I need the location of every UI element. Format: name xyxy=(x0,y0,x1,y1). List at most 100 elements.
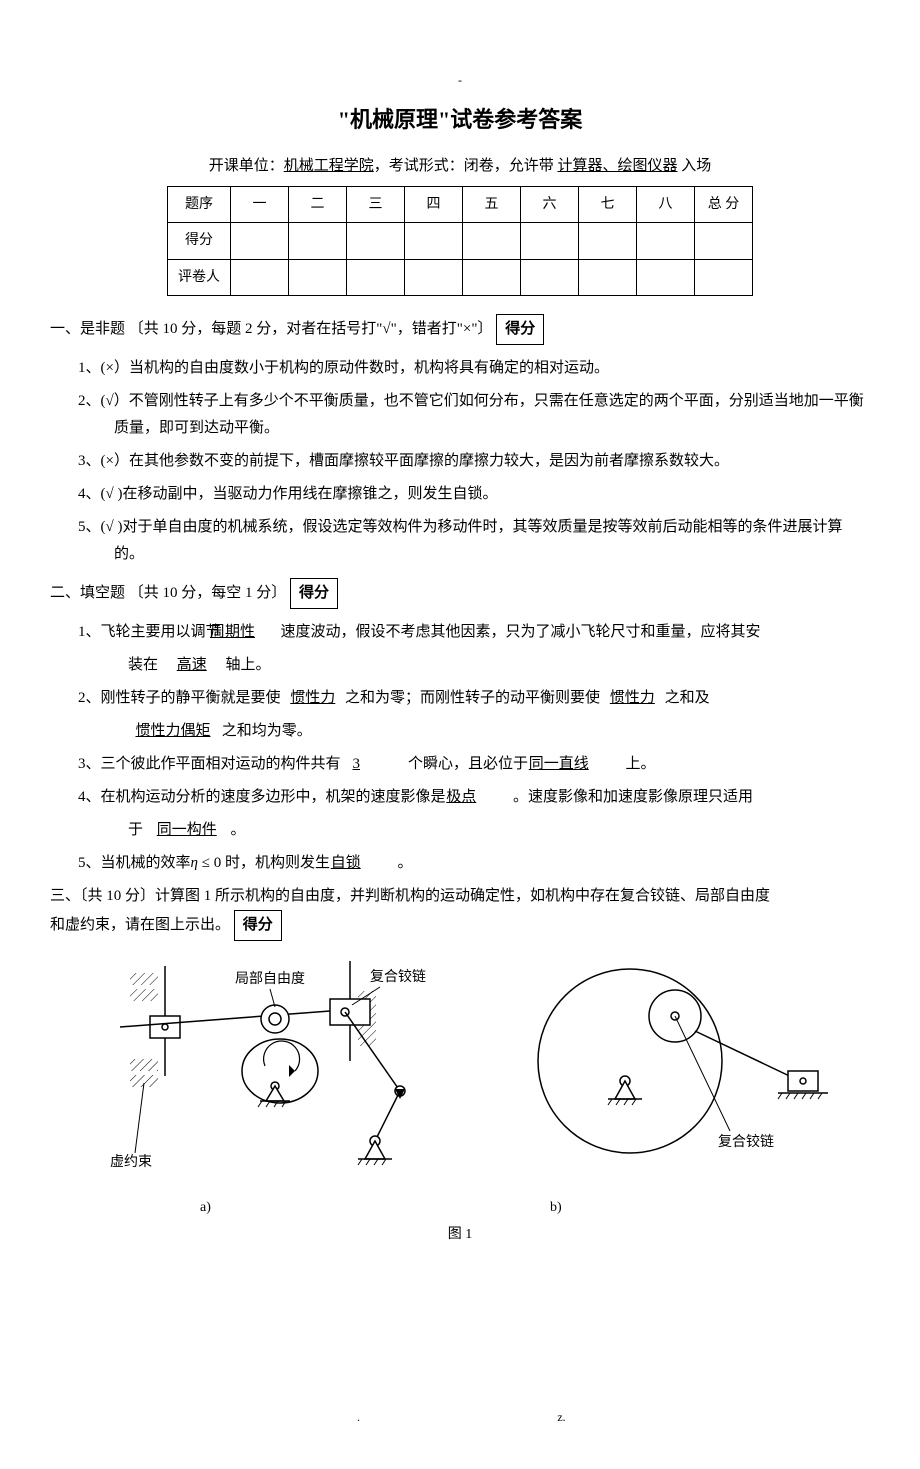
cell xyxy=(289,223,347,259)
cell: 二 xyxy=(289,187,347,223)
q2-5-a1: 自锁 xyxy=(334,850,394,877)
q2-1-end: 轴上。 xyxy=(222,657,271,673)
section3: 三、〔共 10 分〕计算图 1 所示机构的自由度，并判断机构的运动确定性，如机构… xyxy=(50,883,870,941)
mechanism-b-svg: 复合铰链 xyxy=(500,961,840,1191)
cell xyxy=(347,223,405,259)
q2-4-cont: 于 同一构件 。 xyxy=(128,817,870,844)
table-row: 得分 xyxy=(168,223,753,259)
q2-5-le: ≤ 0 时，机构则发生 xyxy=(198,855,334,871)
q2-3-end: 上。 xyxy=(622,756,656,772)
qnum: 5、(√ ) xyxy=(78,519,122,535)
q2-4-a2: 同一构件 xyxy=(147,817,227,844)
cell xyxy=(463,259,521,295)
q2-2-pre: 2、刚性转子的静平衡就是要使 xyxy=(78,690,284,706)
q1-3: 3、(×）在其他参数不变的前提下，槽面摩擦较平面摩擦的摩擦力较大，是因为前者摩擦… xyxy=(78,448,870,475)
cell xyxy=(521,259,579,295)
cell xyxy=(579,223,637,259)
cell xyxy=(521,223,579,259)
q2-4: 4、在机构运动分析的速度多边形中，机架的速度影像是 极点 。速度影像和加速度影像… xyxy=(78,784,870,811)
q2-2-a2: 惯性力 xyxy=(604,690,661,706)
q2-3-pre: 3、三个彼此作平面相对运动的构件共有 xyxy=(78,756,344,772)
cell: 七 xyxy=(579,187,637,223)
section1-heading: 一、是非题 〔共 10 分，每题 2 分，对者在括号打"√"，错者打"×"〕 得… xyxy=(50,314,870,345)
cell xyxy=(405,259,463,295)
q2-3-mid: 个瞬心，且必位于 xyxy=(404,756,532,772)
q1-1: 1、(×）当机构的自由度数小于机构的原动件数时，机构将具有确定的相对运动。 xyxy=(78,355,870,382)
cell-label: 得分 xyxy=(168,223,231,259)
page-footer: . z. xyxy=(50,1407,870,1429)
subtitle-end: 入场 xyxy=(678,158,712,174)
cell xyxy=(231,259,289,295)
caption-a: a) xyxy=(200,1195,440,1220)
q2-5-pre: 5、当机械的效率 xyxy=(78,855,191,871)
cell: 八 xyxy=(637,187,695,223)
q2-4-mid: 。速度影像和加速度影像原理只适用 xyxy=(509,789,753,805)
q1-5: 5、(√ )对于单自由度的机械系统，假设选定等效构件为移动件时，其等效质量是按等… xyxy=(78,514,870,568)
q2-1-pre: 1、飞轮主要用以调节 xyxy=(78,624,221,640)
footer-z: z. xyxy=(462,1407,662,1429)
qnum: 3、(×） xyxy=(78,453,129,469)
subtitle-prefix: 开课单位： xyxy=(209,158,284,174)
cell: 三 xyxy=(347,187,405,223)
cell: 五 xyxy=(463,187,521,223)
q2-1-cont: 装在 高速 轴上。 xyxy=(128,652,870,679)
q2-1-mid: 速度波动，假设不考虑其他因素，只为了减小飞轮尺寸和重量，应将其安 xyxy=(281,624,761,640)
qtext: 对于单自由度的机械系统，假设选定等效构件为移动件时，其等效质量是按等效前后动能相… xyxy=(114,519,843,562)
mechanism-a-svg: 局部自由度 复合铰链 虚约束 xyxy=(80,961,440,1191)
score-box: 得分 xyxy=(290,578,338,609)
cell xyxy=(695,259,753,295)
cell: 总 分 xyxy=(695,187,753,223)
q2-1: 1、飞轮主要用以调节周期性速度波动，假设不考虑其他因素，只为了减小飞轮尺寸和重量… xyxy=(78,619,870,646)
q2-5-end: 。 xyxy=(394,855,413,871)
q2-2: 2、刚性转子的静平衡就是要使 惯性力 之和为零；而刚性转子的动平衡则要使 惯性力… xyxy=(78,685,870,712)
score-box: 得分 xyxy=(496,314,544,345)
q2-2-mid2: 之和及 xyxy=(661,690,710,706)
top-dash: - xyxy=(50,70,870,92)
q2-4-cont-pre: 于 xyxy=(128,822,147,838)
section3-line2: 和虚约束，请在图上示出。 得分 xyxy=(50,910,870,941)
cell xyxy=(347,259,405,295)
section2-heading: 二、填空题 〔共 10 分，每空 1 分〕 得分 xyxy=(50,578,870,609)
q2-1-cont-pre: 装在 xyxy=(128,657,162,673)
label-virtual: 虚约束 xyxy=(110,1154,152,1170)
section3-line1: 三、〔共 10 分〕计算图 1 所示机构的自由度，并判断机构的运动确定性，如机构… xyxy=(50,883,870,910)
page-title: "机械原理"试卷参考答案 xyxy=(50,100,870,140)
cell xyxy=(695,223,753,259)
q2-4-end: 。 xyxy=(227,822,246,838)
caption-b: b) xyxy=(550,1195,840,1220)
cell xyxy=(463,223,521,259)
cell: 一 xyxy=(231,187,289,223)
cell xyxy=(579,259,637,295)
q2-4-a1: 极点 xyxy=(449,784,509,811)
dept-underline: 机械工程学院 xyxy=(284,158,374,174)
table-row: 评卷人 xyxy=(168,259,753,295)
figures-row: 局部自由度 复合铰链 虚约束 a) xyxy=(50,961,870,1220)
cell-label: 评卷人 xyxy=(168,259,231,295)
cell: 六 xyxy=(521,187,579,223)
q2-2-mid1: 之和为零；而刚性转子的动平衡则要使 xyxy=(341,690,604,706)
section1-text: 一、是非题 〔共 10 分，每题 2 分，对者在括号打"√"，错者打"×"〕 xyxy=(50,321,492,337)
subtitle-mid: ，考试形式：闭卷，允许带 xyxy=(374,158,558,174)
qnum: 1、(×） xyxy=(78,360,129,376)
section2-text: 二、填空题 〔共 10 分，每空 1 分〕 xyxy=(50,585,286,601)
cell xyxy=(637,259,695,295)
figure-overall-caption: 图 1 xyxy=(50,1222,870,1247)
footer-dot: . xyxy=(259,1407,459,1429)
figure-a: 局部自由度 复合铰链 虚约束 a) xyxy=(80,961,440,1220)
cell xyxy=(231,223,289,259)
section3-line2-pre: 和虚约束，请在图上示出。 xyxy=(50,917,230,933)
q2-2-a1: 惯性力 xyxy=(284,690,341,706)
table-row: 题序 一 二 三 四 五 六 七 八 总 分 xyxy=(168,187,753,223)
q2-5-eta: η xyxy=(191,855,198,871)
q2-2-cont: 惯性力偶矩 之和均为零。 xyxy=(128,718,870,745)
q2-3-a2: 同一直线 xyxy=(532,751,622,778)
q2-2-end: 之和均为零。 xyxy=(218,723,312,739)
qtext: 在移动副中，当驱动力作用线在摩擦锥之，则发生自锁。 xyxy=(122,486,497,502)
subtitle: 开课单位：机械工程学院，考试形式：闭卷，允许带 计算器、绘图仪器 入场 xyxy=(50,153,870,180)
q2-2-a3: 惯性力偶矩 xyxy=(128,718,218,745)
cell xyxy=(405,223,463,259)
q1-4: 4、(√ )在移动副中，当驱动力作用线在摩擦锥之，则发生自锁。 xyxy=(78,481,870,508)
qnum: 4、(√ ) xyxy=(78,486,122,502)
allowed-underline: 计算器、绘图仪器 xyxy=(558,158,678,174)
q2-3-a1: 3 xyxy=(344,751,404,778)
